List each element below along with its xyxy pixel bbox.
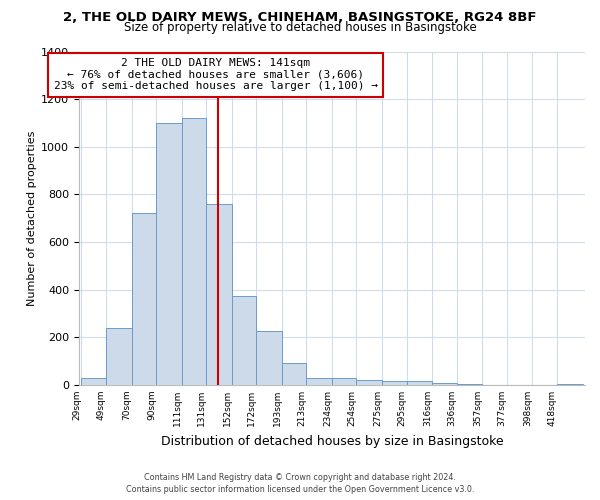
Bar — [232, 296, 256, 385]
Text: Contains HM Land Registry data © Crown copyright and database right 2024.
Contai: Contains HM Land Registry data © Crown c… — [126, 472, 474, 494]
Text: 2 THE OLD DAIRY MEWS: 141sqm
← 76% of detached houses are smaller (3,606)
23% of: 2 THE OLD DAIRY MEWS: 141sqm ← 76% of de… — [53, 58, 377, 92]
Bar — [356, 380, 382, 385]
Bar — [256, 330, 282, 385]
Y-axis label: Number of detached properties: Number of detached properties — [27, 130, 37, 306]
Bar — [332, 378, 356, 385]
Bar — [131, 214, 156, 385]
Bar — [206, 204, 232, 385]
Bar — [282, 364, 307, 385]
Bar — [382, 382, 407, 385]
Bar — [307, 378, 332, 385]
Bar — [182, 118, 206, 385]
Bar — [156, 123, 182, 385]
Bar — [82, 378, 106, 385]
Text: Size of property relative to detached houses in Basingstoke: Size of property relative to detached ho… — [124, 21, 476, 34]
Bar — [407, 382, 432, 385]
Bar — [457, 384, 482, 385]
Bar — [106, 328, 131, 385]
Bar — [432, 382, 457, 385]
X-axis label: Distribution of detached houses by size in Basingstoke: Distribution of detached houses by size … — [161, 434, 503, 448]
Text: 2, THE OLD DAIRY MEWS, CHINEHAM, BASINGSTOKE, RG24 8BF: 2, THE OLD DAIRY MEWS, CHINEHAM, BASINGS… — [63, 11, 537, 24]
